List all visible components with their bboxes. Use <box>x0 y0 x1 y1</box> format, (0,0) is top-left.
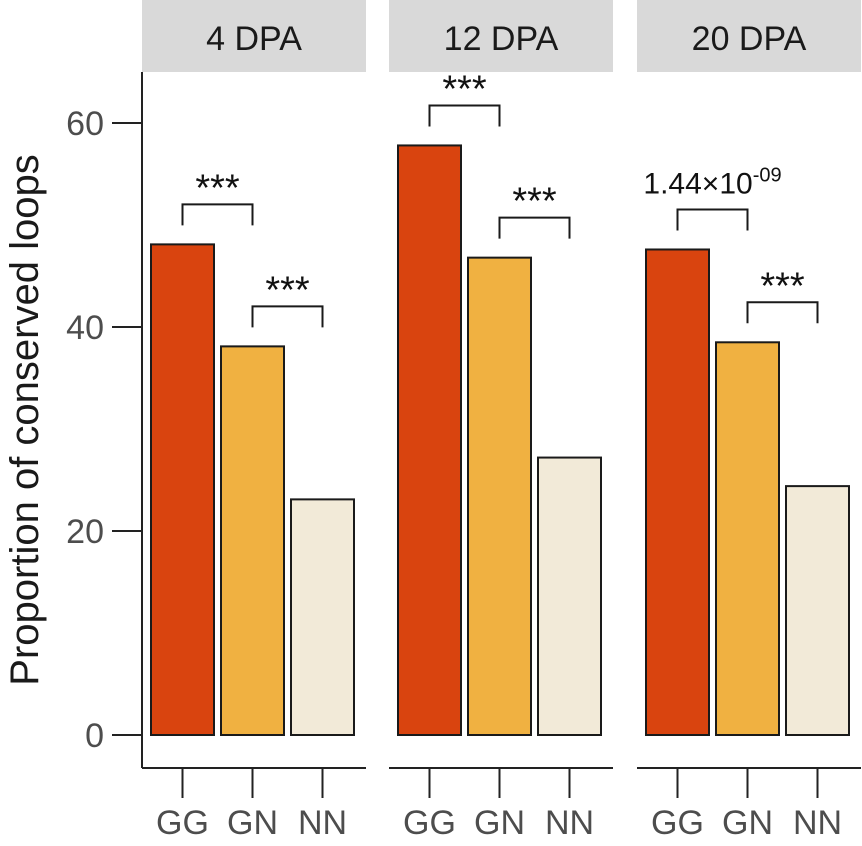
bar-nn <box>537 456 602 736</box>
strip-label: 4 DPA <box>206 20 302 58</box>
strip-label: 20 DPA <box>692 20 807 58</box>
panel: 4 DPA GG GN NN *** *** <box>142 0 366 842</box>
x-tick-label: NN <box>545 804 594 842</box>
bar-gn <box>715 341 780 736</box>
y-tick-label: 20 <box>66 513 104 551</box>
y-tick-label: 40 <box>66 309 104 347</box>
x-tick-label: NN <box>793 804 842 842</box>
significance-label: 1.44×10-09 <box>643 164 781 200</box>
bar-nn <box>785 485 850 736</box>
y-tick-label: 60 <box>66 105 104 143</box>
x-tick-label: GG <box>651 804 704 842</box>
y-axis-label: Proportion of conserved loops <box>3 154 47 685</box>
bar-gn <box>220 345 285 736</box>
significance-bracket <box>676 208 749 231</box>
x-tick-label: GG <box>403 804 456 842</box>
significance-label: *** <box>512 181 557 223</box>
significance-bracket <box>746 301 819 324</box>
panel: 12 DPA GG GN NN *** *** <box>389 0 613 842</box>
significance-bracket <box>251 305 324 328</box>
panel: 20 DPA GG GN NN 1.44×10-09 *** <box>637 0 861 842</box>
significance-bracket <box>428 104 501 127</box>
significance-label: *** <box>760 265 805 307</box>
strip-background <box>389 0 613 72</box>
significance-label: *** <box>265 269 310 311</box>
bar-gn <box>467 256 532 736</box>
significance-label: *** <box>442 68 487 110</box>
y-axis: 0 20 40 60 <box>66 72 143 768</box>
bar-gg <box>397 144 462 736</box>
x-tick-label: GN <box>227 804 278 842</box>
bar-nn <box>290 498 355 736</box>
strip-label: 12 DPA <box>444 20 559 58</box>
y-tick-label: 0 <box>85 717 104 755</box>
x-tick-label: GN <box>722 804 773 842</box>
significance-bracket <box>181 203 254 226</box>
x-tick-label: GN <box>474 804 525 842</box>
strip-background <box>142 0 366 72</box>
significance-bracket <box>498 216 571 239</box>
strip-background <box>637 0 861 72</box>
bar-gg <box>645 248 710 736</box>
x-tick-label: GG <box>156 804 209 842</box>
significance-label: *** <box>195 167 240 209</box>
bar-gg <box>150 243 215 736</box>
x-tick-label: NN <box>298 804 347 842</box>
